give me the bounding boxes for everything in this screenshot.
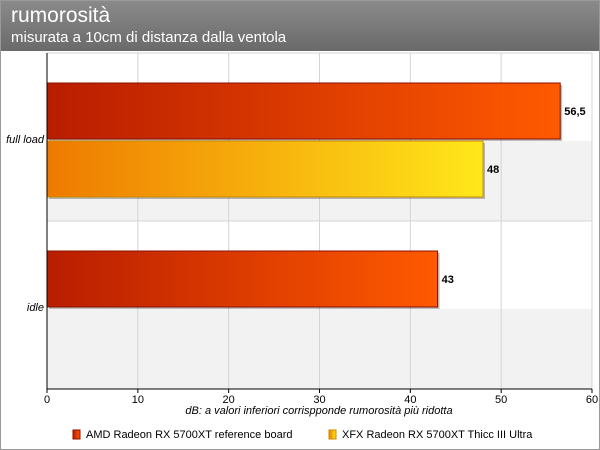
x-tick-label: 30	[313, 394, 325, 406]
x-tick-label: 10	[132, 394, 144, 406]
x-axis-label: dB: a valori inferiori corrispponde rumo…	[185, 405, 452, 417]
data-label: 43	[442, 274, 454, 286]
value-labels: 56,5 48 43	[442, 106, 586, 286]
x-tick-label: 20	[223, 394, 235, 406]
legend-swatch-xfx	[328, 429, 337, 440]
chart-header: rumorosità misurata a 10cm di distanza d…	[1, 1, 599, 51]
data-label: 56,5	[564, 106, 585, 118]
legend: AMD Radeon RX 5700XT reference board XFX…	[72, 429, 533, 441]
chart-title: rumorosità	[11, 4, 111, 27]
x-tick-labels: 0 10 20 30 40 50 60	[44, 394, 598, 406]
bar-0-0	[46, 82, 561, 140]
x-tick-label: 0	[44, 394, 50, 406]
data-label: 48	[487, 164, 499, 176]
legend-label-xfx: XFX Radeon RX 5700XT Thicc III Ultra	[342, 429, 533, 441]
bar-0-1	[46, 140, 484, 198]
axes	[46, 53, 593, 393]
chart-subtitle: misurata a 10cm di distanza dalla ventol…	[11, 29, 287, 46]
legend-label-amd: AMD Radeon RX 5700XT reference board	[86, 429, 292, 441]
x-tick-label: 60	[586, 394, 598, 406]
bar-1-0	[46, 250, 439, 308]
category-labels: full load idle	[6, 134, 45, 314]
x-tick-label: 50	[495, 394, 507, 406]
category-label: idle	[27, 302, 44, 314]
x-tick-label: 40	[404, 394, 416, 406]
legend-item-xfx: XFX Radeon RX 5700XT Thicc III Ultra	[328, 429, 533, 441]
legend-swatch-amd	[72, 429, 81, 440]
category-label: full load	[6, 134, 45, 146]
bars	[46, 82, 563, 309]
legend-item-amd: AMD Radeon RX 5700XT reference board	[72, 429, 292, 441]
